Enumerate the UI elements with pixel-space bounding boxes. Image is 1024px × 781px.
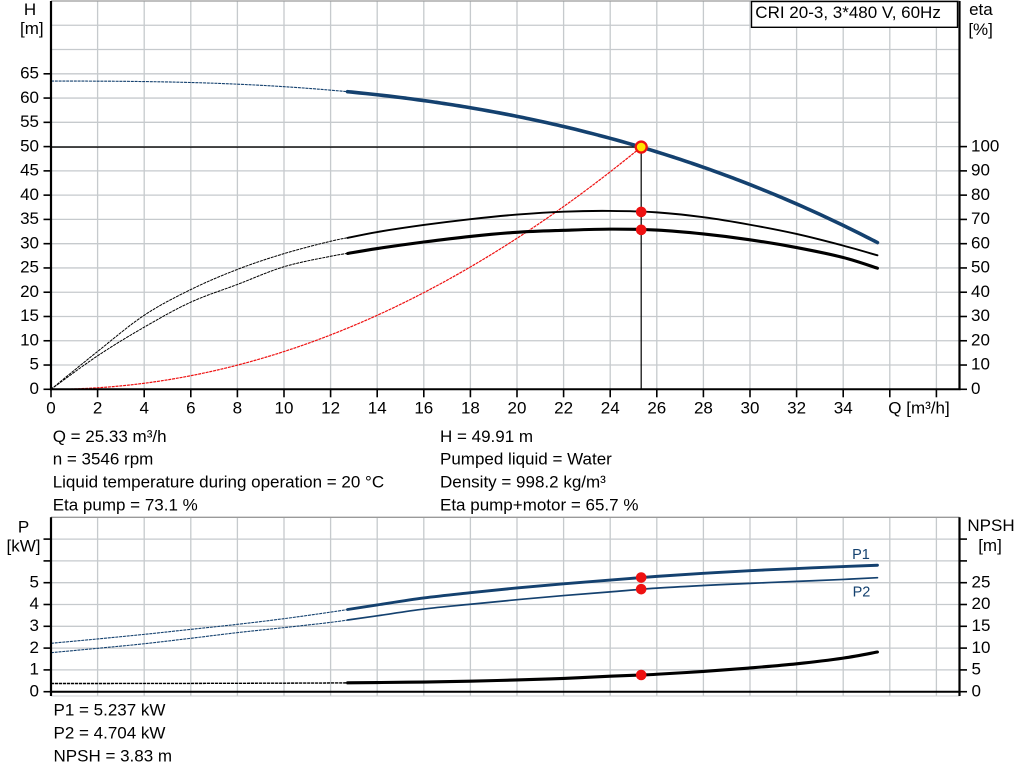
svg-text:34: 34: [834, 399, 853, 418]
svg-text:3: 3: [30, 616, 39, 635]
svg-text:0: 0: [30, 681, 39, 700]
svg-text:100: 100: [971, 136, 999, 155]
svg-text:5: 5: [30, 572, 39, 591]
svg-text:P2: P2: [853, 584, 871, 600]
svg-text:4: 4: [139, 399, 148, 418]
svg-text:P: P: [18, 518, 29, 537]
svg-text:10: 10: [972, 638, 991, 657]
svg-text:P1 = 5.237 kW: P1 = 5.237 kW: [54, 701, 166, 720]
svg-text:60: 60: [20, 88, 39, 107]
svg-text:2: 2: [30, 638, 39, 657]
svg-text:22: 22: [554, 399, 573, 418]
svg-text:20: 20: [508, 399, 527, 418]
svg-text:NPSH = 3.83 m: NPSH = 3.83 m: [54, 747, 173, 766]
svg-text:24: 24: [601, 399, 620, 418]
svg-text:80: 80: [971, 185, 990, 204]
svg-text:Pumped liquid = Water: Pumped liquid = Water: [440, 450, 612, 469]
svg-text:2: 2: [93, 399, 102, 418]
svg-text:[kW]: [kW]: [7, 537, 41, 556]
svg-text:0: 0: [46, 399, 55, 418]
svg-text:0: 0: [971, 379, 980, 398]
svg-text:40: 40: [971, 282, 990, 301]
svg-text:65: 65: [20, 63, 39, 82]
svg-text:55: 55: [20, 112, 39, 131]
svg-text:90: 90: [971, 161, 990, 180]
svg-text:NPSH: NPSH: [967, 516, 1014, 535]
svg-text:26: 26: [647, 399, 666, 418]
svg-text:16: 16: [414, 399, 433, 418]
svg-text:1: 1: [30, 660, 39, 679]
svg-text:18: 18: [461, 399, 480, 418]
svg-text:30: 30: [20, 233, 39, 252]
svg-text:eta: eta: [969, 0, 993, 19]
svg-text:8: 8: [233, 399, 242, 418]
svg-text:20: 20: [20, 282, 39, 301]
svg-text:60: 60: [971, 233, 990, 252]
svg-text:10: 10: [20, 330, 39, 349]
svg-text:25: 25: [972, 572, 991, 591]
svg-text:40: 40: [20, 185, 39, 204]
svg-text:0: 0: [30, 379, 39, 398]
svg-text:[%]: [%]: [968, 20, 993, 39]
svg-text:Q = 25.33 m³/h: Q = 25.33 m³/h: [53, 427, 167, 446]
svg-text:35: 35: [20, 209, 39, 228]
svg-text:25: 25: [20, 258, 39, 277]
svg-text:4: 4: [30, 594, 39, 613]
svg-text:45: 45: [20, 161, 39, 180]
svg-text:12: 12: [321, 399, 340, 418]
svg-text:5: 5: [972, 660, 981, 679]
svg-text:5: 5: [30, 355, 39, 374]
svg-text:15: 15: [20, 306, 39, 325]
svg-text:[m]: [m]: [978, 536, 1002, 555]
svg-text:6: 6: [186, 399, 195, 418]
svg-text:20: 20: [971, 330, 990, 349]
svg-text:CRI 20-3, 3*480 V, 60Hz: CRI 20-3, 3*480 V, 60Hz: [755, 3, 941, 22]
svg-text:H: H: [24, 0, 36, 19]
svg-text:P1: P1: [852, 547, 870, 563]
svg-text:[m]: [m]: [20, 19, 44, 38]
svg-text:50: 50: [20, 136, 39, 155]
svg-text:32: 32: [787, 399, 806, 418]
svg-text:15: 15: [972, 616, 991, 635]
svg-text:20: 20: [972, 594, 991, 613]
svg-text:10: 10: [275, 399, 294, 418]
svg-text:Eta pump+motor = 65.7 %: Eta pump+motor = 65.7 %: [440, 496, 638, 515]
svg-text:n = 3546 rpm: n = 3546 rpm: [53, 450, 154, 469]
svg-text:H = 49.91 m: H = 49.91 m: [440, 427, 533, 446]
svg-text:30: 30: [971, 306, 990, 325]
svg-text:10: 10: [971, 355, 990, 374]
svg-text:Q [m³/h]: Q [m³/h]: [888, 399, 949, 418]
svg-text:50: 50: [971, 258, 990, 277]
svg-text:30: 30: [741, 399, 760, 418]
svg-text:Liquid temperature during oper: Liquid temperature during operation = 20…: [53, 473, 384, 492]
svg-text:14: 14: [368, 399, 387, 418]
svg-text:0: 0: [972, 681, 981, 700]
svg-text:Density = 998.2 kg/m³: Density = 998.2 kg/m³: [440, 473, 606, 492]
svg-text:Eta pump = 73.1 %: Eta pump = 73.1 %: [53, 496, 198, 515]
svg-text:28: 28: [694, 399, 713, 418]
svg-text:P2 = 4.704 kW: P2 = 4.704 kW: [54, 724, 166, 743]
svg-text:70: 70: [971, 209, 990, 228]
